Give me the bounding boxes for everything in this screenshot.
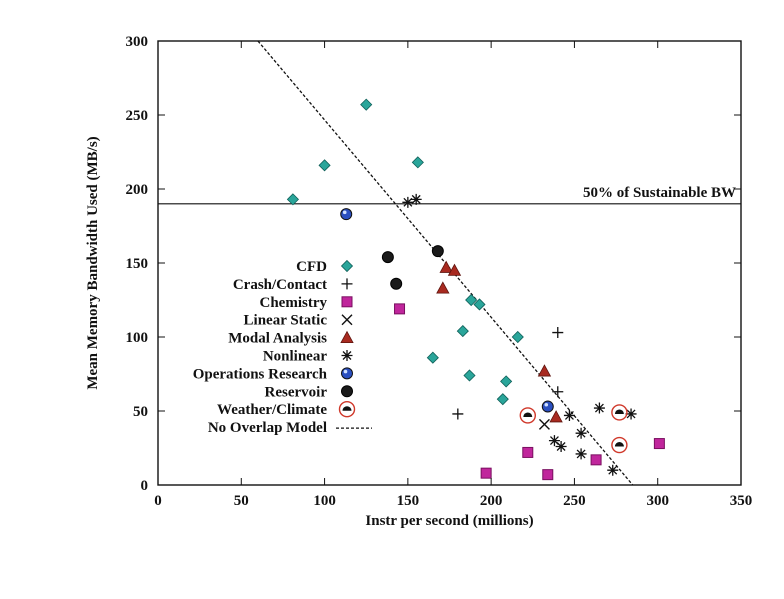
legend-label-weather-climate: Weather/Climate: [217, 402, 327, 418]
legend-label-crash-contact: Crash/Contact: [233, 277, 327, 293]
chemistry-point: [542, 469, 554, 481]
cfd-point: [473, 298, 486, 311]
legend-label-modal-analysis: Modal Analysis: [228, 331, 327, 347]
x-tick-label: 150: [397, 493, 420, 509]
y-tick-label: 150: [126, 256, 149, 272]
nonlinear-point: [575, 427, 587, 439]
modal-analysis-point: [537, 364, 552, 377]
x-tick-label: 350: [730, 493, 753, 509]
modal-analysis-point: [436, 281, 450, 294]
nonlinear-point: [548, 435, 560, 447]
nonlinear-point: [593, 402, 605, 414]
legend-marker-cfd: [340, 259, 354, 273]
crash-contact-point: [552, 386, 564, 398]
y-tick-label: 0: [141, 478, 149, 494]
legend-label-linear-static: Linear Static: [244, 313, 328, 329]
legend-marker-linear-static: [341, 314, 353, 326]
data-points-group: [286, 98, 665, 481]
legend-label-operations-research: Operations Research: [193, 366, 328, 382]
y-axis-label: Mean Memory Bandwidth Used (MB/s): [85, 136, 101, 389]
cfd-point: [500, 375, 513, 388]
legend-label-no-overlap-model: No Overlap Model: [208, 420, 327, 436]
y-tick-label: 250: [126, 108, 149, 124]
x-tick-label: 250: [563, 493, 586, 509]
x-tick-label: 300: [646, 493, 669, 509]
chemistry-point: [480, 467, 492, 479]
legend-marker-chemistry: [341, 296, 353, 308]
reference-line-label: 50% of Sustainable BW: [583, 185, 736, 201]
x-axis-label: Instr per second (millions): [365, 513, 533, 529]
chemistry-point: [394, 303, 406, 315]
nonlinear-point: [410, 193, 422, 205]
cfd-point: [511, 330, 524, 344]
nonlinear-point: [575, 448, 587, 460]
crash-contact-point: [552, 327, 564, 339]
operations-research-point: [340, 208, 353, 221]
linear-static-point: [538, 418, 550, 430]
nonlinear-point: [555, 441, 567, 453]
cfd-point: [496, 393, 509, 406]
cfd-point: [411, 156, 424, 169]
modal-analysis-point: [439, 260, 453, 273]
x-tick-label: 100: [313, 493, 336, 509]
reservoir-point: [431, 245, 444, 258]
legend-marker-operations-research: [341, 367, 353, 380]
chemistry-point: [522, 446, 534, 458]
nonlinear-point: [625, 408, 637, 420]
x-tick-label: 200: [480, 493, 503, 509]
y-tick-label: 300: [126, 34, 149, 50]
modal-analysis-point: [549, 410, 563, 423]
legend-label-reservoir: Reservoir: [265, 384, 328, 400]
legend-marker-crash-contact: [341, 278, 353, 290]
nonlinear-point: [607, 464, 619, 476]
cfd-point: [456, 325, 469, 338]
cfd-point: [318, 159, 331, 172]
chemistry-point: [590, 454, 602, 466]
legend-marker-modal-analysis: [340, 330, 354, 344]
legend-label-chemistry: Chemistry: [260, 295, 328, 311]
y-tick-label: 50: [133, 404, 148, 420]
cfd-point: [286, 193, 299, 206]
cfd-point: [360, 98, 373, 111]
y-tick-label: 200: [126, 182, 149, 198]
weather-climate-point: [611, 404, 628, 421]
legend: CFD Crash/Contact Chemistry Linear Static Mo…: [193, 259, 372, 436]
legend-label-nonlinear: Nonlinear: [263, 349, 328, 365]
operations-research-point: [541, 400, 554, 413]
axis-ticks-group: 0 50 100 150 200 250 300 350 0 50 100 150 200 250 300: [126, 34, 753, 509]
nonlinear-point: [402, 196, 414, 208]
weather-climate-point: [611, 436, 628, 454]
cfd-point: [426, 351, 439, 364]
legend-marker-reservoir: [341, 385, 353, 398]
reservoir-point: [381, 251, 394, 264]
legend-marker-weather-climate: [338, 401, 356, 418]
x-tick-label: 0: [154, 493, 162, 509]
legend-marker-nonlinear: [341, 350, 353, 361]
x-tick-label: 50: [234, 493, 249, 509]
weather-climate-point: [519, 407, 536, 424]
y-tick-label: 100: [126, 330, 149, 346]
modal-analysis-point: [447, 263, 462, 276]
chemistry-point: [653, 438, 665, 450]
cfd-point: [465, 293, 478, 307]
cfd-point: [463, 369, 476, 382]
reservoir-point: [390, 277, 403, 290]
legend-label-cfd: CFD: [296, 259, 327, 275]
crash-contact-point: [452, 408, 464, 420]
nonlinear-point: [563, 409, 575, 421]
